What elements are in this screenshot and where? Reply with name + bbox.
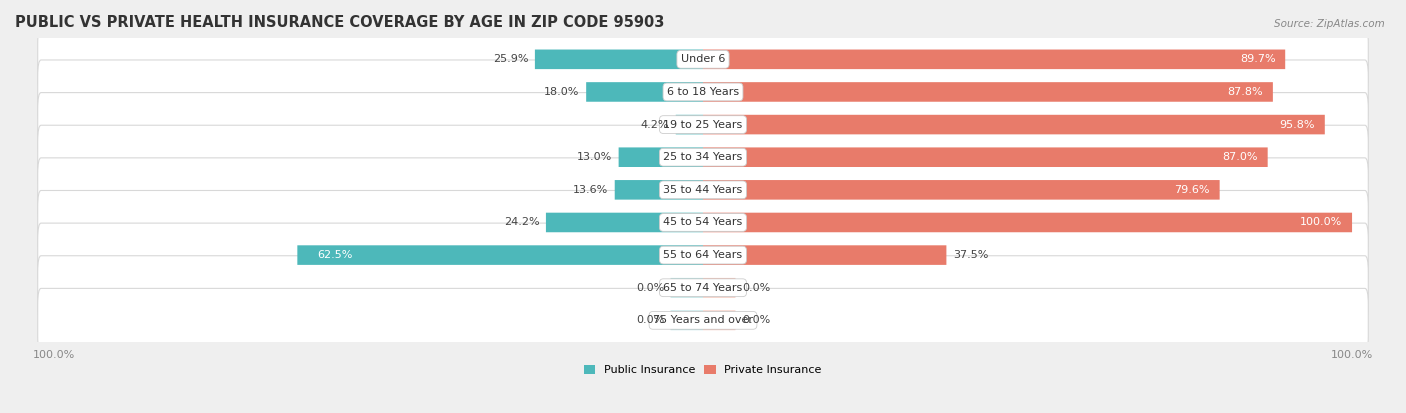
FancyBboxPatch shape xyxy=(671,311,703,330)
FancyBboxPatch shape xyxy=(671,278,703,297)
Text: 55 to 64 Years: 55 to 64 Years xyxy=(664,250,742,260)
FancyBboxPatch shape xyxy=(703,50,1285,69)
Text: 35 to 44 Years: 35 to 44 Years xyxy=(664,185,742,195)
FancyBboxPatch shape xyxy=(703,311,735,330)
FancyBboxPatch shape xyxy=(534,50,703,69)
FancyBboxPatch shape xyxy=(38,27,1368,91)
Text: 0.0%: 0.0% xyxy=(742,283,770,293)
Text: 13.0%: 13.0% xyxy=(576,152,612,162)
Text: 95.8%: 95.8% xyxy=(1279,120,1315,130)
FancyBboxPatch shape xyxy=(38,190,1368,254)
Text: 19 to 25 Years: 19 to 25 Years xyxy=(664,120,742,130)
FancyBboxPatch shape xyxy=(38,256,1368,320)
Text: 37.5%: 37.5% xyxy=(953,250,988,260)
Text: 62.5%: 62.5% xyxy=(316,250,352,260)
Text: 100.0%: 100.0% xyxy=(1301,218,1343,228)
Text: 24.2%: 24.2% xyxy=(503,218,540,228)
Text: 18.0%: 18.0% xyxy=(544,87,579,97)
Text: 0.0%: 0.0% xyxy=(742,316,770,325)
Text: 4.2%: 4.2% xyxy=(641,120,669,130)
FancyBboxPatch shape xyxy=(703,147,1268,167)
FancyBboxPatch shape xyxy=(703,82,1272,102)
FancyBboxPatch shape xyxy=(38,223,1368,287)
Text: 65 to 74 Years: 65 to 74 Years xyxy=(664,283,742,293)
Text: Source: ZipAtlas.com: Source: ZipAtlas.com xyxy=(1274,19,1385,28)
FancyBboxPatch shape xyxy=(38,288,1368,352)
FancyBboxPatch shape xyxy=(38,125,1368,189)
Text: Under 6: Under 6 xyxy=(681,55,725,64)
FancyBboxPatch shape xyxy=(586,82,703,102)
FancyBboxPatch shape xyxy=(38,158,1368,222)
FancyBboxPatch shape xyxy=(703,245,946,265)
FancyBboxPatch shape xyxy=(703,278,735,297)
Text: 25 to 34 Years: 25 to 34 Years xyxy=(664,152,742,162)
Text: 13.6%: 13.6% xyxy=(574,185,609,195)
FancyBboxPatch shape xyxy=(703,213,1353,232)
Text: PUBLIC VS PRIVATE HEALTH INSURANCE COVERAGE BY AGE IN ZIP CODE 95903: PUBLIC VS PRIVATE HEALTH INSURANCE COVER… xyxy=(15,15,665,30)
Text: 89.7%: 89.7% xyxy=(1240,55,1275,64)
FancyBboxPatch shape xyxy=(619,147,703,167)
FancyBboxPatch shape xyxy=(676,115,703,134)
Text: 0.0%: 0.0% xyxy=(636,283,664,293)
FancyBboxPatch shape xyxy=(546,213,703,232)
Text: 79.6%: 79.6% xyxy=(1174,185,1211,195)
FancyBboxPatch shape xyxy=(297,245,703,265)
FancyBboxPatch shape xyxy=(703,115,1324,134)
Text: 0.0%: 0.0% xyxy=(636,316,664,325)
Legend: Public Insurance, Private Insurance: Public Insurance, Private Insurance xyxy=(583,365,823,375)
Text: 75 Years and over: 75 Years and over xyxy=(652,316,754,325)
Text: 87.8%: 87.8% xyxy=(1227,87,1263,97)
FancyBboxPatch shape xyxy=(38,60,1368,124)
FancyBboxPatch shape xyxy=(703,180,1219,199)
FancyBboxPatch shape xyxy=(38,93,1368,157)
FancyBboxPatch shape xyxy=(614,180,703,199)
Text: 45 to 54 Years: 45 to 54 Years xyxy=(664,218,742,228)
Text: 6 to 18 Years: 6 to 18 Years xyxy=(666,87,740,97)
Text: 25.9%: 25.9% xyxy=(494,55,529,64)
Text: 87.0%: 87.0% xyxy=(1222,152,1258,162)
